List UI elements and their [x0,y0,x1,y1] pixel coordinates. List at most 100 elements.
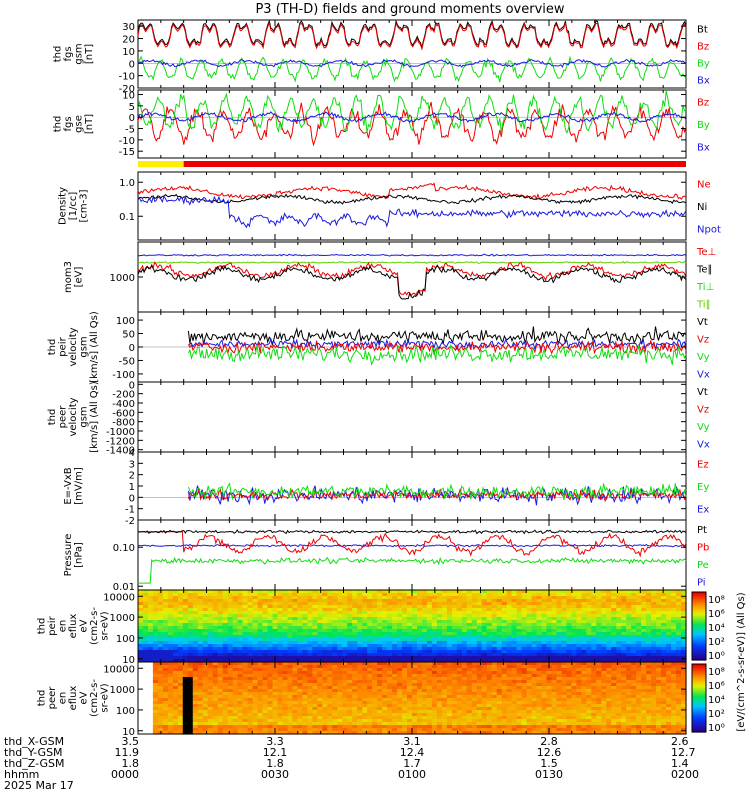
spectrogram-cell [431,617,438,621]
spectrogram-cell [312,659,318,663]
spectrogram-cell [162,725,169,729]
panel-frame-peer-velocity [137,381,687,453]
spectrogram-cell [451,629,458,633]
spectrogram-cell [636,641,642,645]
spectrogram-cell [377,662,383,666]
spectrogram-cell [222,722,229,726]
spectrogram-cell [247,686,254,690]
spectrogram-cell [661,626,667,630]
spectrogram-cell [307,683,313,687]
spectrogram-cell [621,617,627,621]
spectrogram-cell [576,611,582,615]
spectrogram-cell [267,632,274,636]
spectrogram-cell [476,644,483,648]
spectrogram-cell [571,632,577,636]
spectrogram-cell [177,719,184,723]
legend-Vt: Vt [697,317,708,328]
spectrogram-cell [506,635,513,639]
spectrogram-cell [148,674,154,678]
spectrogram-cell [252,647,259,651]
spectrogram-cell [481,656,488,660]
spectrogram-cell [526,638,533,642]
spectrogram-cell [551,653,558,657]
spectrogram-cell [641,602,647,606]
spectrogram-cell [456,710,463,714]
spectrogram-cell [252,668,259,672]
spectrogram-cell [247,683,254,687]
spectrogram-cell [506,599,513,603]
spectrogram-cell [297,674,303,678]
y-axis-label: [nT] [84,114,95,134]
spectrogram-cell [536,590,543,594]
spectrogram-cell [272,608,279,612]
spectrogram-cell [357,650,363,654]
spectrogram-cell [152,701,159,705]
spectrogram-cell [347,659,353,663]
spectrogram-cell [197,635,204,639]
spectrogram-cell [267,608,274,612]
spectrogram-cell [426,620,433,624]
spectrogram-cell [172,722,179,726]
spectrogram-cell [491,596,498,600]
spectrogram-cell [202,707,209,711]
spectrogram-cell [541,650,548,654]
series-efield-Ez [187,487,687,503]
spectrogram-cell [397,707,403,711]
spectrogram-cell [661,635,667,639]
spectrogram-cell [676,632,682,636]
spectrogram-cell [197,611,204,615]
spectrogram-cell [616,632,622,636]
legend-Te⊥: Te⊥ [696,247,716,258]
spectrogram-cell [501,590,508,594]
spectrogram-cell [402,650,408,654]
spectrogram-cell [143,638,149,642]
spectrogram-cell [312,626,318,630]
spectrogram-cell [232,671,239,675]
spectrogram-cell [222,695,229,699]
legend-Pe: Pe [697,560,709,571]
spectrogram-cell [217,620,224,624]
spectrogram-cell [426,722,433,726]
spectrogram-cell [272,686,279,690]
spectrogram-cell [436,692,443,696]
spectrogram-cell [152,671,159,675]
spectrogram-cell [536,638,543,642]
spectrogram-cell [212,599,219,603]
spectrogram-cell [436,629,443,633]
spectrogram-cell [227,638,234,642]
spectrogram-cell [436,731,443,735]
spectrogram-cell [387,653,393,657]
spectrogram-cell [252,659,259,663]
spectrogram-cell [661,659,667,663]
spectrogram-cell [357,635,363,639]
spectrogram-cell [481,599,488,603]
spectrogram-cell [212,590,219,594]
spectrogram-cell [556,653,563,657]
spectrogram-cell [307,695,313,699]
spectrogram-cell [222,611,229,615]
spectrogram-cell [392,602,398,606]
spectrogram-cell [536,605,543,609]
spectrogram-cell [446,632,453,636]
spectrogram-cell [661,599,667,603]
spectrogram-cell [272,719,279,723]
spectrogram-cell [287,689,294,693]
spectrogram-cell [541,647,548,651]
spectrogram-cell [177,644,184,648]
spectrogram-cell [182,725,189,729]
spectrogram-cell [152,644,159,648]
spectrogram-cell [681,614,687,618]
spectrogram-cell [237,695,244,699]
spectrogram-cell [352,611,358,615]
spectrogram-cell [407,668,413,672]
spectrogram-cell [461,659,468,663]
spectrogram-cell [212,602,219,606]
spectrogram-cell [621,620,627,624]
spectrogram-cell [402,632,408,636]
spectrogram-cell [676,596,682,600]
spectrogram-cell [596,605,602,609]
spectrogram-cell [252,602,259,606]
spectrogram-cell [516,623,523,627]
spectrogram-cell [242,608,249,612]
spectrogram-cell [322,635,328,639]
